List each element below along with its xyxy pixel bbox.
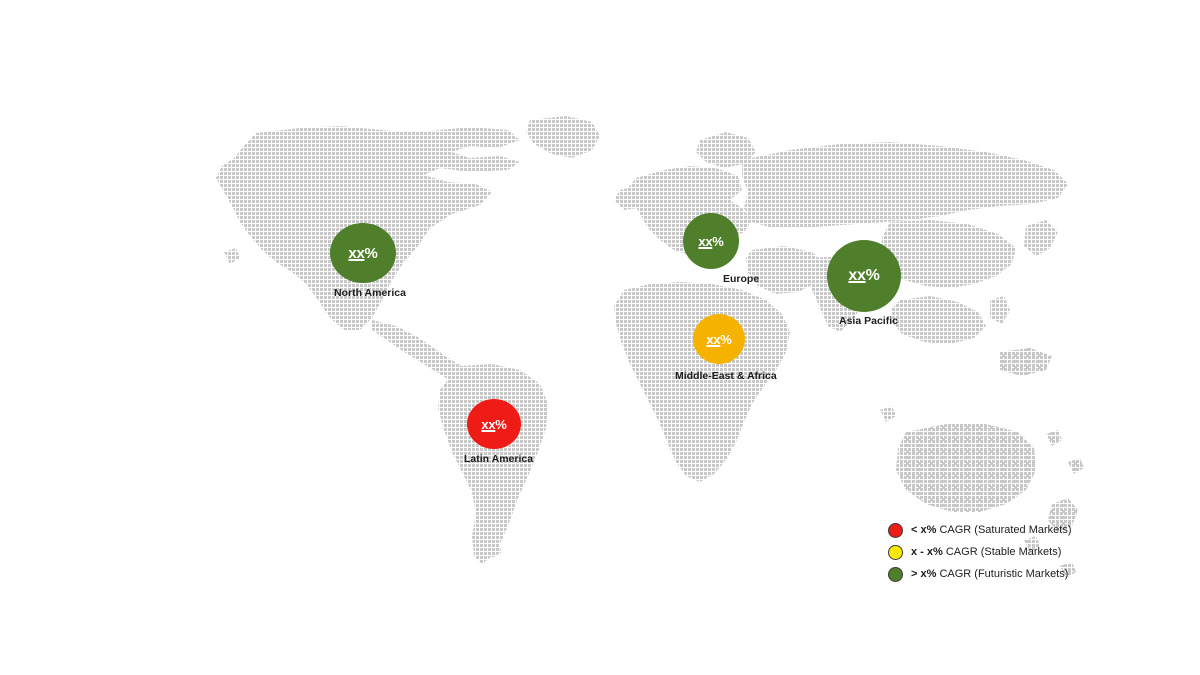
region-label-europe: Europe: [723, 273, 760, 285]
region-label-latin-america: Latin America: [464, 453, 534, 465]
legend-dot-futuristic-icon: [888, 566, 903, 582]
bubble-value-north-america: xx%: [348, 246, 377, 261]
bubble-value-suffix: %: [364, 244, 378, 262]
bubble-value-middle-east-africa: xx%: [706, 333, 731, 346]
bubble-value-latin-america: xx%: [481, 418, 506, 431]
bubble-middle-east-africa[interactable]: xx%: [693, 314, 745, 364]
legend: < x% CAGR (Saturated Markets) x - x% CAG…: [888, 519, 1088, 585]
legend-dot-saturated-icon: [888, 522, 903, 538]
legend-item-saturated[interactable]: < x% CAGR (Saturated Markets): [888, 519, 1088, 541]
bubble-value-prefix: xx: [848, 267, 866, 284]
region-label-middle-east-africa: Middle-East & Africa: [675, 370, 777, 382]
bubble-value-prefix: xx: [348, 244, 365, 262]
legend-label-stable: x - x% CAGR (Stable Markets): [911, 545, 1062, 558]
legend-label-futuristic: > x% CAGR (Futuristic Markets): [911, 567, 1069, 580]
bubble-value-prefix: xx: [706, 331, 721, 347]
legend-dot-stable-icon: [888, 544, 903, 560]
bubble-latin-america[interactable]: xx%: [467, 399, 521, 449]
bubble-value-prefix: xx: [481, 416, 496, 432]
bubble-value-suffix: %: [712, 233, 724, 249]
bubble-asia-pacific[interactable]: xx%: [827, 240, 901, 312]
legend-item-stable[interactable]: x - x% CAGR (Stable Markets): [888, 541, 1088, 563]
legend-item-futuristic[interactable]: > x% CAGR (Futuristic Markets): [888, 563, 1088, 585]
bubble-europe[interactable]: xx%: [683, 213, 739, 269]
bubble-value-asia-pacific: xx%: [848, 268, 879, 284]
legend-label-saturated: < x% CAGR (Saturated Markets): [911, 523, 1072, 536]
bubble-value-suffix: %: [720, 331, 732, 347]
bubble-value-suffix: %: [495, 416, 507, 432]
bubble-north-america[interactable]: xx%: [330, 223, 396, 283]
region-label-north-america: North America: [334, 287, 406, 299]
bubble-value-europe: xx%: [698, 235, 723, 248]
bubble-value-suffix: %: [865, 267, 880, 284]
bubble-value-prefix: xx: [698, 233, 713, 249]
region-label-asia-pacific: Asia Pacific: [839, 315, 898, 327]
